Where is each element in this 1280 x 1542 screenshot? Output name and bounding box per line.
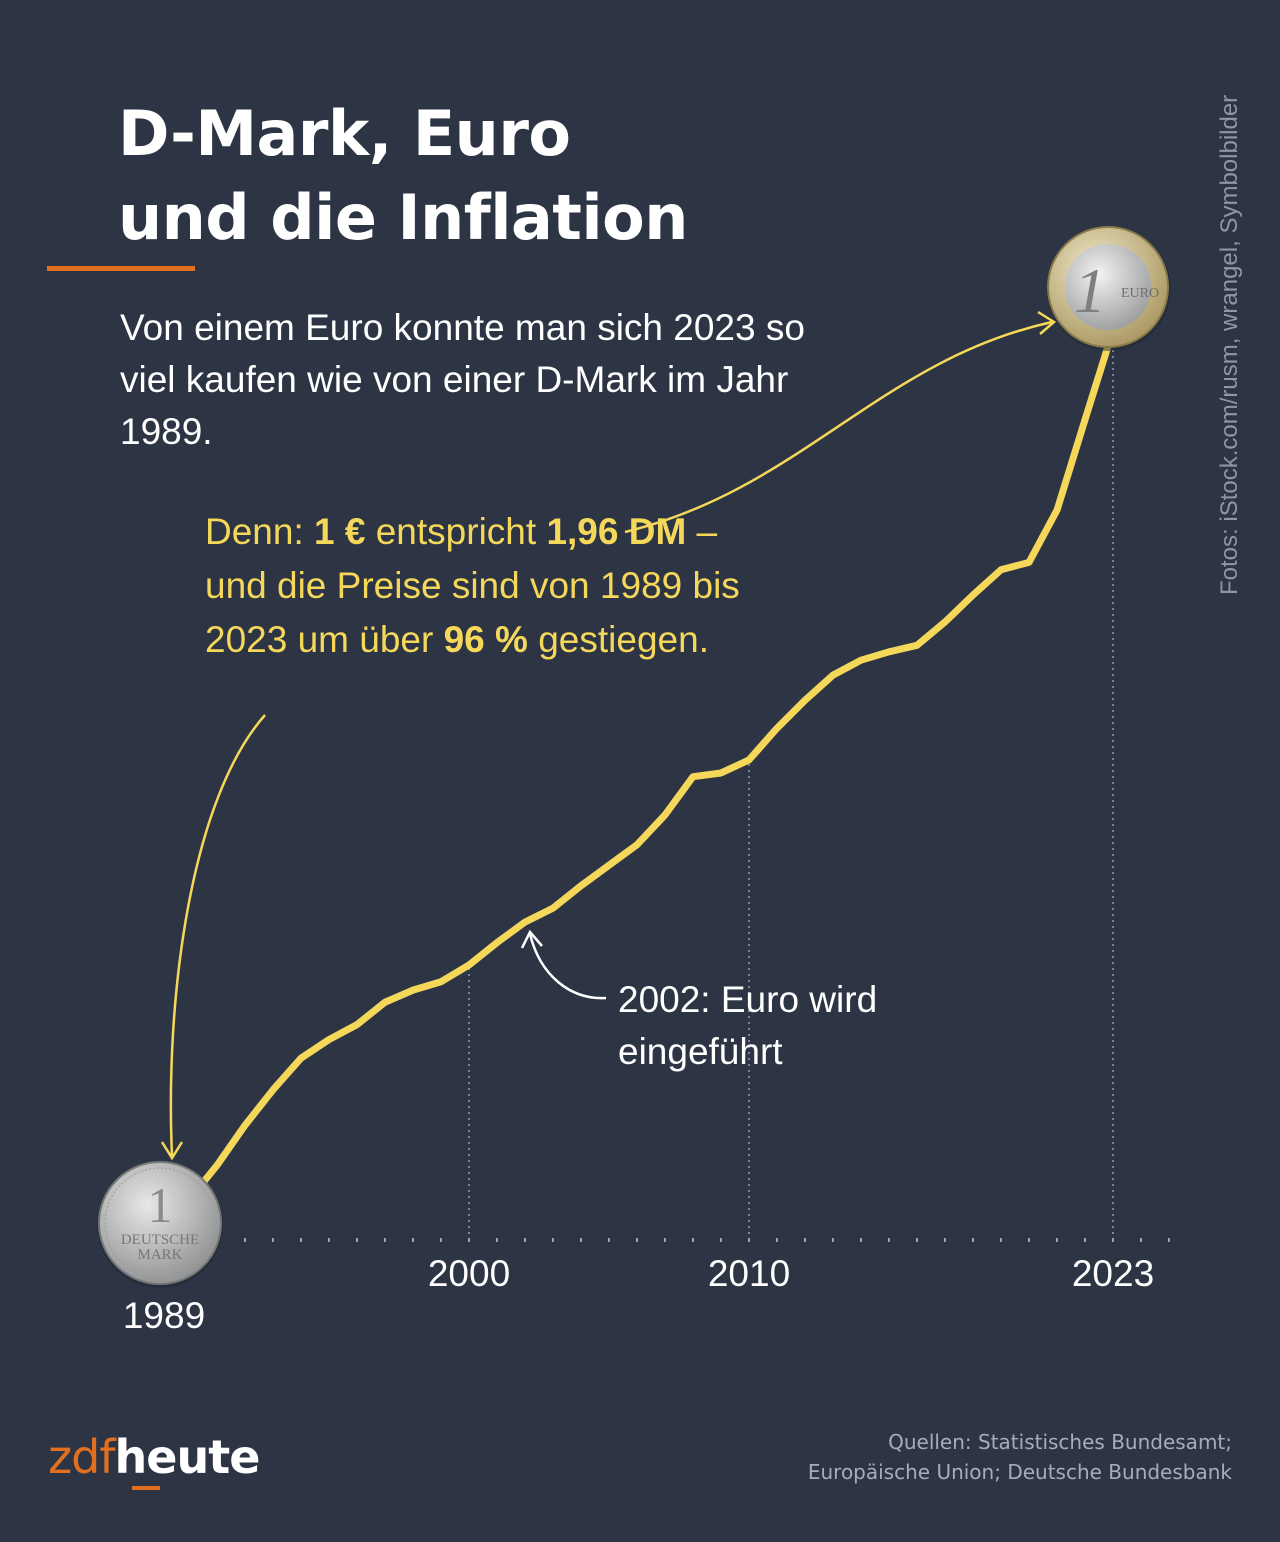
highlight: 96 % xyxy=(443,619,528,660)
x-tick xyxy=(1000,1238,1002,1242)
svg-text:1: 1 xyxy=(1074,255,1106,326)
svg-text:DEUTSCHE: DEUTSCHE xyxy=(121,1232,199,1248)
x-tick xyxy=(1028,1238,1030,1242)
x-tick xyxy=(328,1238,330,1242)
arrow-head xyxy=(520,929,543,949)
source-line: Europäische Union; Deutsche Bundesbank xyxy=(807,1460,1232,1484)
svg-text:MARK: MARK xyxy=(137,1247,182,1263)
subtitle: Von einem Euro konnte man sich 2023 so v… xyxy=(120,307,805,452)
arrow-head xyxy=(160,1141,184,1161)
x-tick xyxy=(468,1238,470,1242)
sources: Quellen: Statistisches Bundesamt; Europä… xyxy=(808,1427,1232,1487)
dm-coin: 1 DEUTSCHE MARK xyxy=(97,1161,223,1288)
title-line: D-Mark, Euro xyxy=(118,97,571,170)
x-tick xyxy=(384,1238,386,1242)
svg-text:EURO: EURO xyxy=(1121,286,1159,301)
x-tick-label: 2023 xyxy=(1072,1253,1154,1294)
x-tick xyxy=(356,1238,358,1242)
x-tick xyxy=(524,1238,526,1242)
x-tick xyxy=(440,1238,442,1242)
x-tick xyxy=(552,1238,554,1242)
main-annotation: Denn: 1 € entspricht 1,96 DM – und die P… xyxy=(205,505,765,667)
text: entspricht xyxy=(365,511,547,552)
logo-part: zdf xyxy=(48,1430,116,1484)
text: gestiegen. xyxy=(527,619,709,660)
x-tick xyxy=(916,1238,918,1242)
page-title: D-Mark, Euro und die Inflation xyxy=(118,92,688,260)
arrow-head xyxy=(1037,310,1057,335)
x-tick xyxy=(636,1238,638,1242)
x-tick xyxy=(412,1238,414,1242)
x-tick xyxy=(272,1238,274,1242)
x-tick xyxy=(664,1238,666,1242)
x-tick-label: 2010 xyxy=(708,1253,790,1294)
photo-credit-text: Fotos: iStock.com/rusm, wrangel, Symbolb… xyxy=(1216,94,1243,595)
series-line xyxy=(158,329,1117,1228)
x-tick xyxy=(1112,1238,1114,1242)
x-tick xyxy=(1084,1238,1086,1242)
x-tick xyxy=(496,1238,498,1242)
x-tick xyxy=(1168,1238,1170,1242)
x-tick xyxy=(804,1238,806,1242)
annotation-arrow-to-dm xyxy=(169,714,266,1157)
x-tick xyxy=(1056,1238,1058,1242)
annotation-arrow-euro-intro xyxy=(528,933,607,1000)
x-tick xyxy=(720,1238,722,1242)
x-tick xyxy=(244,1238,246,1242)
text: Denn: xyxy=(205,511,315,552)
x-tick xyxy=(860,1238,862,1242)
x-tick-label: 1989 xyxy=(123,1295,205,1336)
svg-text:1: 1 xyxy=(148,1177,173,1233)
euro-coin: 1 EURO xyxy=(1047,226,1171,351)
photo-credit: Fotos: iStock.com/rusm, wrangel, Symbolb… xyxy=(1210,95,1250,670)
x-tick-label: 2000 xyxy=(428,1253,510,1294)
title-divider xyxy=(47,266,195,271)
x-tick xyxy=(748,1238,750,1242)
euro-introduction-annotation: 2002: Euro wird eingeführt xyxy=(618,979,878,1072)
x-tick xyxy=(832,1238,834,1242)
x-tick xyxy=(300,1238,302,1242)
logo-underline xyxy=(132,1486,160,1490)
highlight: 1,96 DM xyxy=(546,511,687,552)
x-tick xyxy=(972,1238,974,1242)
zdfheute-logo: zdfheute xyxy=(48,1430,261,1490)
x-tick xyxy=(608,1238,610,1242)
x-tick xyxy=(580,1238,582,1242)
annotation-arrow-to-euro xyxy=(624,320,1053,534)
x-tick xyxy=(888,1238,890,1242)
highlight: 1 € xyxy=(314,511,366,552)
x-tick xyxy=(1140,1238,1142,1242)
x-tick xyxy=(692,1238,694,1242)
source-line: Quellen: Statistisches Bundesamt; xyxy=(888,1430,1232,1454)
x-tick xyxy=(944,1238,946,1242)
title-line: und die Inflation xyxy=(118,181,688,254)
x-tick xyxy=(776,1238,778,1242)
text: – und die Preise sind von 1989 bis 2023 … xyxy=(205,511,740,660)
logo-part: heute xyxy=(114,1430,261,1484)
